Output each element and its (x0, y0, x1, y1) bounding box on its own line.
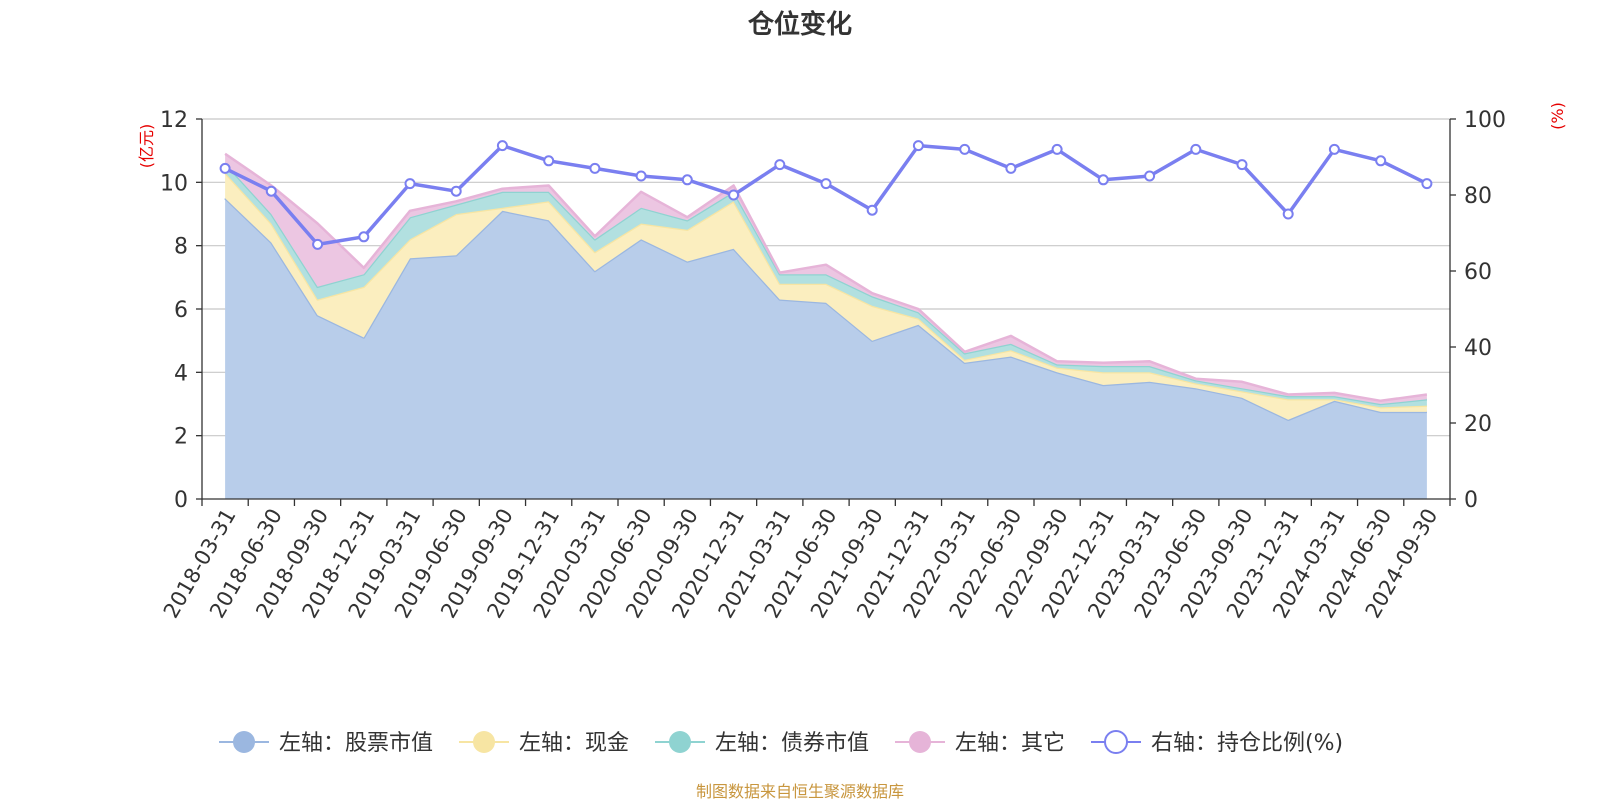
ratio-point (1421, 178, 1433, 190)
ratio-point (681, 174, 693, 186)
ratio-point (728, 189, 740, 201)
ratio-point (496, 140, 508, 152)
legend: 左轴：股票市值 左轴：现金 左轴：债券市值 左轴：其它 右轴：持仓比例(%) (219, 730, 1343, 756)
legend-marker (233, 731, 255, 753)
ratio-line (219, 140, 1433, 250)
right-axis-unit: (%) (1548, 102, 1567, 130)
area-edge-左轴：其它 (224, 152, 1428, 403)
ratio-point (404, 178, 416, 190)
right-tick-label: 60 (1464, 260, 1492, 285)
legend-marker (669, 731, 691, 753)
ratio-point (589, 162, 601, 174)
ratio-point (543, 155, 555, 167)
left-axis-unit: (亿元) (137, 124, 156, 169)
left-tick-label: 2 (174, 425, 188, 450)
ratio-point (1144, 170, 1156, 182)
ratio-point (1328, 143, 1340, 155)
ratio-point (820, 178, 832, 190)
left-tick-label: 6 (174, 298, 188, 323)
ratio-point (1097, 174, 1109, 186)
ratio-point (312, 238, 324, 250)
ratio-point (912, 140, 924, 152)
ratio-point (959, 143, 971, 155)
stacked-areas (224, 152, 1428, 499)
source-note: 制图数据来自恒生聚源数据库 (695, 782, 904, 801)
ratio-point (219, 162, 231, 174)
ratio-point (1375, 155, 1387, 167)
ratio-point (1190, 143, 1202, 155)
ratio-point (265, 185, 277, 197)
ratio-point (774, 159, 786, 171)
ratio-point (866, 204, 878, 216)
ratio-point (450, 185, 462, 197)
ratio-point (358, 231, 370, 243)
left-tick-label: 12 (160, 108, 188, 133)
left-tick-label: 8 (174, 235, 188, 260)
left-tick-label: 4 (174, 361, 188, 386)
ratio-point (1051, 143, 1063, 155)
legend-label: 左轴：股票市值 (279, 731, 433, 756)
right-tick-label: 0 (1464, 488, 1478, 513)
chart-title: 仓位变化 (747, 10, 852, 40)
legend-label: 左轴：其它 (955, 731, 1065, 756)
legend-label: 右轴：持仓比例(%) (1151, 731, 1343, 756)
ratio-point (635, 170, 647, 182)
ratio-point (1005, 162, 1017, 174)
right-tick-label: 100 (1464, 108, 1506, 133)
ratio-point (1236, 159, 1248, 171)
legend-label: 左轴：现金 (519, 731, 629, 756)
right-tick-label: 20 (1464, 412, 1492, 437)
area-左轴：现金 (225, 172, 1427, 420)
legend-marker (473, 731, 495, 753)
legend-label: 左轴：债券市值 (715, 731, 869, 756)
legend-marker (909, 731, 931, 753)
area-左轴：股票市值 (225, 198, 1427, 499)
right-tick-label: 80 (1464, 184, 1492, 209)
left-tick-label: 10 (160, 171, 188, 196)
ratio-point (1282, 208, 1294, 220)
legend-marker (1104, 730, 1128, 754)
right-tick-label: 40 (1464, 336, 1492, 361)
left-tick-label: 0 (174, 488, 188, 513)
